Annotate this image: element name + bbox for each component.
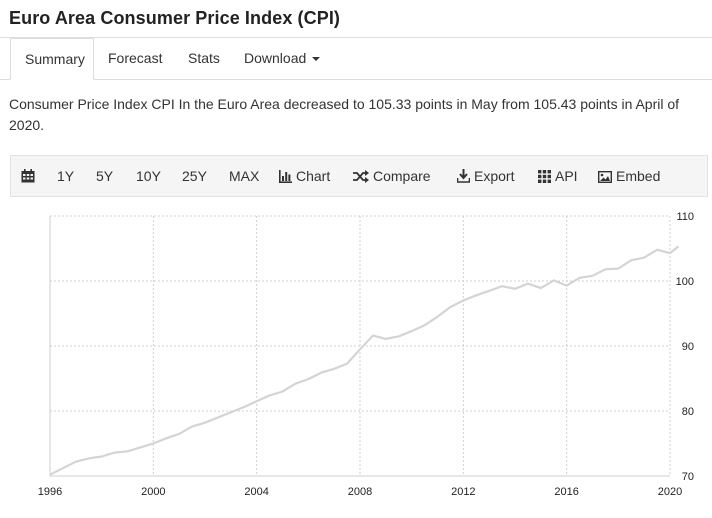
range-max-button[interactable]: MAX [229,168,260,184]
x-tick-label: 1996 [38,486,62,498]
export-button-label: Export [474,168,515,184]
compare-button[interactable]: Compare [353,156,431,196]
tab-stats[interactable]: Stats [174,38,234,80]
chevron-down-icon [312,57,321,62]
x-tick-label: 2008 [348,486,372,498]
grid-icon [538,170,551,183]
tab-summary-label: Summary [25,51,85,67]
image-icon [597,170,613,184]
chart-button[interactable]: Chart [279,156,330,196]
range-10y-button[interactable]: 10Y [136,168,161,184]
embed-button[interactable]: Embed [597,156,661,196]
shuffle-icon [353,170,369,183]
tab-forecast-label: Forecast [108,50,163,66]
cpi-chart: 1996 2000 2004 2008 2012 2016 2020 70 80 90 100 110 [10,198,708,516]
range-5y-button[interactable]: 5Y [96,168,114,184]
y-tick-label: 70 [682,471,694,483]
x-tick-label: 2012 [451,486,475,498]
x-tick-label: 2020 [658,486,682,498]
y-tick-label: 80 [682,406,694,418]
chart-button-label: Chart [296,168,331,184]
download-icon [456,169,471,183]
y-tick-label: 100 [676,276,694,288]
x-tick-label: 2000 [141,486,165,498]
export-button[interactable]: Export [456,156,515,196]
range-25y-button[interactable]: 25Y [182,168,207,184]
api-button[interactable]: API [538,156,578,196]
tab-stats-label: Stats [188,50,220,66]
tab-forecast[interactable]: Forecast [94,38,176,80]
api-button-label: API [555,168,578,184]
tab-download-label: Download [244,50,307,66]
range-1y-button[interactable]: 1Y [57,168,75,184]
page-title: Euro Area Consumer Price Index (CPI) [9,8,341,28]
tab-download[interactable]: Download [230,38,334,80]
y-tick-label: 90 [682,341,694,353]
series-line-cpi [49,245,680,476]
tab-summary[interactable]: Summary [10,38,94,80]
compare-button-label: Compare [373,168,431,184]
embed-button-label: Embed [616,168,661,184]
summary-text: Consumer Price Index CPI In the Euro Are… [9,96,680,133]
y-tick-label: 110 [676,211,694,223]
page-header: Euro Area Consumer Price Index (CPI) [0,0,712,38]
bar-chart-icon [279,170,292,183]
chart-toolbar: 1Y 5Y 10Y 25Y MAX Chart Compare Export A… [10,155,708,197]
tab-bar: Summary Forecast Stats Download [0,38,712,80]
x-tick-label: 2016 [554,486,578,498]
x-tick-label: 2004 [244,486,268,498]
calendar-icon[interactable] [21,156,39,196]
